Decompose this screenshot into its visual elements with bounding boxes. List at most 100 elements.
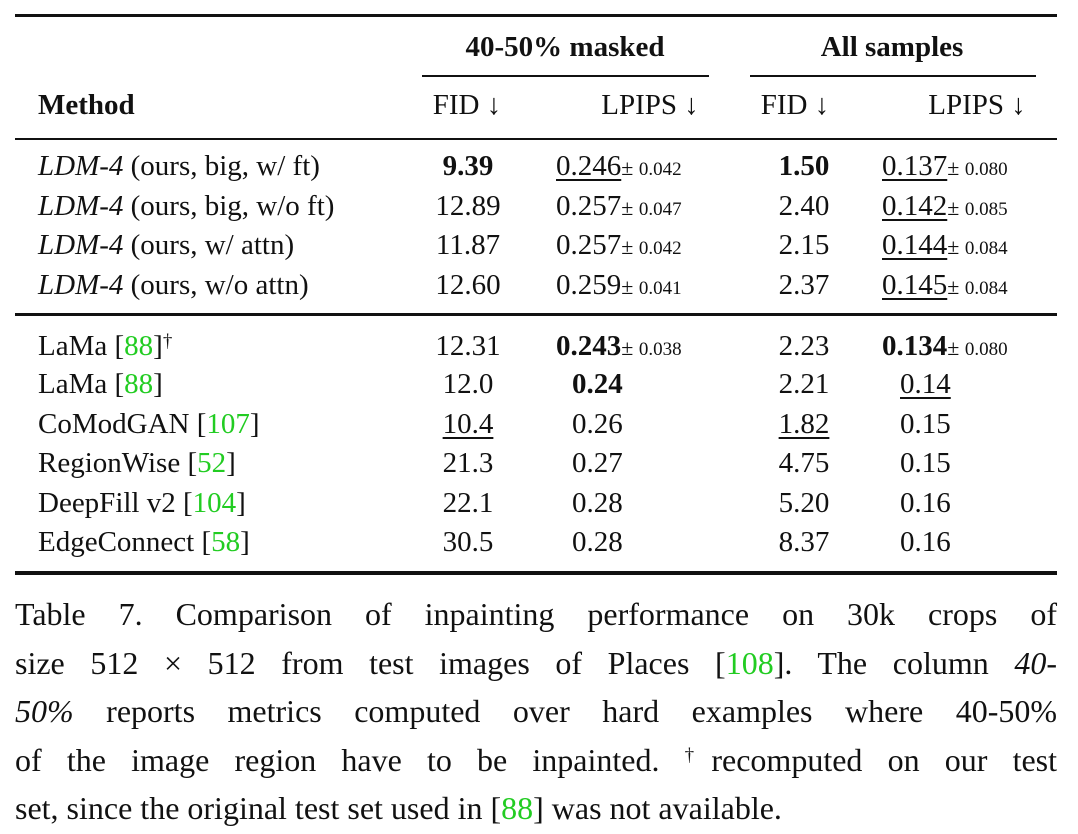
fid-masked-cell: 12.31 [435, 329, 500, 363]
lpips-masked-cell: 0.27 [572, 446, 623, 480]
fid-all-cell: 2.40 [779, 189, 830, 223]
lpips-masked-value: 0.28 [572, 526, 623, 558]
method-name: LaMa [38, 330, 115, 362]
citation-link[interactable]: 88 [124, 330, 154, 362]
fid-all-cell: 2.23 [779, 329, 830, 363]
lpips-masked-cell: 0.246± 0.042 [556, 149, 682, 187]
method-name: RegionWise [38, 447, 188, 479]
lpips-masked-cell: 0.28 [572, 525, 623, 559]
lpips-masked-std: 0.041 [638, 278, 682, 299]
lpips-all-cell: 0.14 [900, 367, 951, 401]
citation-link[interactable]: 107 [206, 408, 250, 440]
fid-masked-cell: 12.89 [435, 189, 500, 223]
mid-rule [15, 313, 1057, 316]
bottom-rule [15, 571, 1057, 575]
fid-all-value: 1.82 [778, 408, 830, 440]
column-header-lpips-masked: LPIPS ↓ [601, 89, 699, 121]
method-variant: (ours, big, w/o ft) [123, 190, 335, 222]
citation-link[interactable]: 88 [501, 790, 534, 826]
lpips-masked-std: 0.038 [638, 339, 682, 360]
lpips-masked-value: 0.257 [556, 229, 622, 261]
citation-link[interactable]: 104 [192, 487, 237, 519]
caption-text: set, since the original test set used in… [15, 790, 502, 826]
fid-all-cell: 8.37 [779, 525, 830, 559]
fid-all-value: 4.75 [778, 447, 830, 479]
plus-minus-sign: ± [621, 335, 639, 360]
lpips-all-std: 0.080 [964, 339, 1008, 360]
lpips-masked-cell: 0.24 [572, 367, 623, 401]
lpips-all-cell: 0.16 [900, 525, 951, 559]
group-header-masked: 40-50% masked [465, 31, 665, 63]
lpips-masked-cell: 0.26 [572, 407, 623, 441]
fid-all-cell: 1.50 [779, 149, 830, 183]
lpips-masked-value: 0.27 [572, 447, 623, 479]
lpips-masked-cell: 0.257± 0.042 [556, 228, 682, 266]
caption-text: reports metrics computed over hard examp… [73, 693, 1057, 729]
fid-all-value: 2.15 [778, 229, 830, 261]
method-name: LaMa [38, 368, 115, 400]
caption-text: size 512 × 512 from test images of Place… [15, 644, 726, 681]
plus-minus-sign: ± [947, 274, 965, 299]
method-variant: (ours, big, w/ ft) [123, 150, 320, 182]
caption-line: of the image region have to be inpainted… [15, 736, 1057, 785]
lpips-all-cell: 0.15 [900, 407, 951, 441]
caption-text: Table 7. Comparison of inpainting perfor… [15, 596, 1057, 632]
fid-masked-value: 30.5 [442, 526, 494, 558]
caption-line: Table 7. Comparison of inpainting perfor… [15, 590, 1057, 639]
group-header-all: All samples [820, 31, 964, 63]
citation-link[interactable]: 108 [725, 644, 774, 681]
lpips-all-value: 0.142 [882, 190, 948, 222]
caption-text: recomputed on our test [711, 741, 1058, 778]
fid-all-cell: 4.75 [779, 446, 830, 480]
lpips-all-value: 0.145 [882, 269, 948, 301]
fid-masked-cell: 22.1 [443, 486, 494, 520]
plus-minus-sign: ± [621, 195, 639, 220]
lpips-all-value: 0.15 [900, 447, 951, 479]
fid-all-value: 2.40 [778, 190, 830, 222]
method-variant: (ours, w/ attn) [123, 229, 295, 261]
lpips-masked-value: 0.243 [556, 330, 622, 362]
fid-all-value: 2.21 [778, 368, 830, 400]
fid-all-cell: 2.15 [779, 228, 830, 262]
fid-all-value: 2.23 [778, 330, 830, 362]
caption-line: 50% reports metrics computed over hard e… [15, 687, 1057, 736]
method-cell: LDM-4 (ours, w/ attn) [38, 228, 294, 262]
method-cell: LaMa [88] [38, 368, 163, 400]
caption-text: † [684, 744, 712, 766]
citation-link[interactable]: 52 [197, 447, 227, 479]
method-cell: LDM-4 (ours, big, w/ ft) [38, 149, 320, 183]
plus-minus-sign: ± [621, 234, 639, 259]
method-cell: LDM-4 (ours, w/o attn) [38, 268, 309, 302]
lpips-masked-cell: 0.243± 0.038 [556, 329, 682, 367]
lpips-masked-value: 0.26 [572, 408, 623, 440]
citation-link[interactable]: 58 [211, 526, 241, 558]
method-cell: LaMa [88]† [38, 330, 173, 362]
table-caption: Table 7. Comparison of inpainting perfor… [15, 590, 1057, 833]
fid-all-value: 5.20 [778, 487, 830, 519]
lpips-all-value: 0.137 [882, 150, 948, 182]
caption-text: ]. The column [773, 644, 1015, 681]
fid-masked-cell: 21.3 [443, 446, 494, 480]
column-header-fid-all: FID ↓ [760, 89, 830, 121]
lpips-all-value: 0.14 [900, 368, 951, 400]
lpips-all-cell: 0.145± 0.084 [882, 268, 1008, 306]
lpips-all-cell: 0.134± 0.080 [882, 329, 1008, 367]
header-rule [15, 138, 1057, 140]
fid-masked-value: 12.89 [435, 190, 501, 222]
lpips-all-cell: 0.15 [900, 446, 951, 480]
caption-text: 40- [1014, 644, 1058, 681]
lpips-masked-cell: 0.259± 0.041 [556, 268, 682, 306]
method-name: LDM-4 [38, 269, 124, 301]
lpips-all-std: 0.084 [964, 278, 1008, 299]
lpips-all-value: 0.16 [900, 487, 951, 519]
column-header-method: Method [38, 89, 135, 121]
caption-text: ] was not available. [533, 790, 782, 826]
citation-link[interactable]: 88 [124, 368, 154, 400]
fid-masked-value: 10.4 [442, 408, 494, 440]
lpips-masked-value: 0.259 [556, 269, 622, 301]
group-rule-all [750, 75, 1036, 77]
caption-text: 50% [15, 693, 74, 729]
lpips-all-cell: 0.144± 0.084 [882, 228, 1008, 266]
fid-masked-value: 9.39 [442, 150, 494, 182]
